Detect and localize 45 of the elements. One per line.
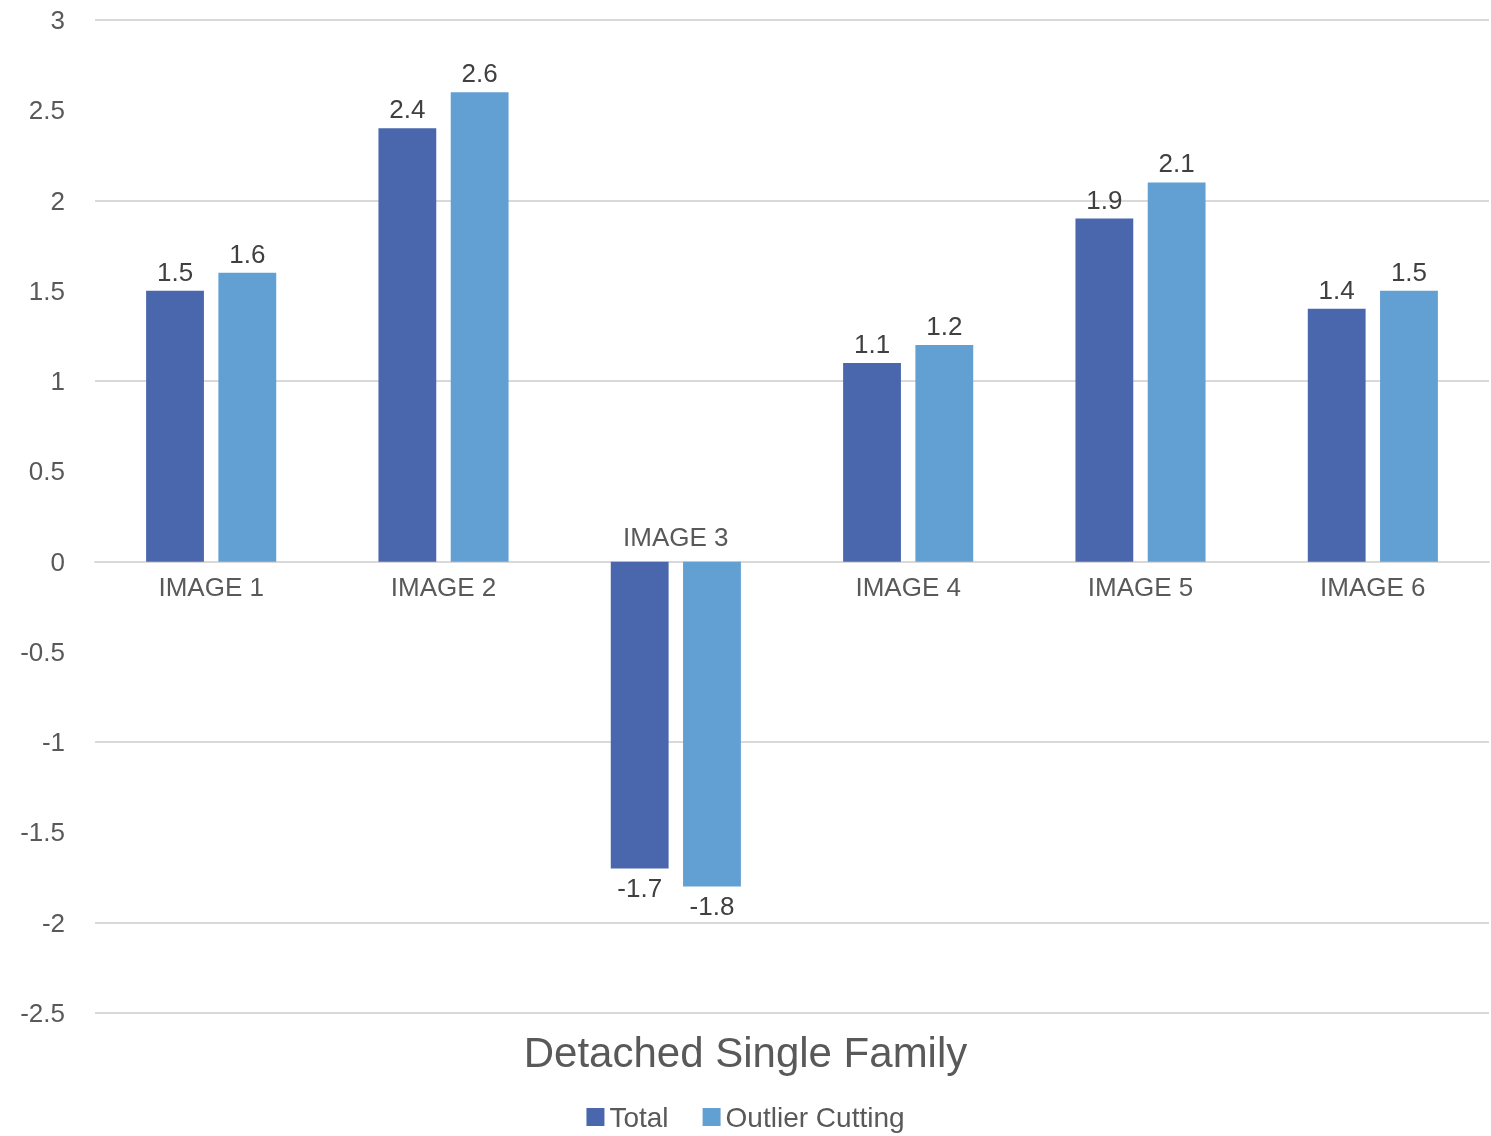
data-label: -1.7: [617, 872, 663, 903]
y-tick-label: -1.5: [20, 817, 65, 848]
data-label: 1.5: [156, 256, 194, 287]
bar: [450, 92, 509, 562]
bar: [378, 128, 437, 562]
data-label: -1.8: [689, 890, 735, 921]
bar: [843, 363, 901, 562]
y-tick-label: -0.5: [20, 636, 65, 667]
x-tick-label: IMAGE 6: [1320, 571, 1426, 602]
x-tick-label: IMAGE 4: [855, 571, 961, 602]
y-tick-label: 0: [50, 546, 65, 577]
y-tick-label: 3: [50, 5, 65, 35]
legend-label: Total: [609, 1101, 669, 1133]
y-tick-label: -1: [41, 727, 65, 758]
data-label: 2.6: [461, 58, 498, 89]
bar: [218, 272, 277, 562]
bar: [1147, 182, 1206, 562]
data-label: 2.4: [389, 94, 426, 125]
text: Detached Single Family: [523, 1028, 968, 1076]
legend-label: Outlier Cutting: [725, 1101, 905, 1133]
data-label: 1.5: [1390, 256, 1428, 287]
x-tick-label: IMAGE 2: [390, 571, 497, 602]
y-tick-label: -2: [41, 907, 65, 938]
bar: [1380, 290, 1438, 562]
y-tick-label: -2.5: [20, 998, 65, 1028]
y-tick-label: 1: [50, 366, 65, 397]
bar: [146, 290, 204, 562]
bar: [610, 561, 669, 869]
data-label: 1.2: [926, 310, 963, 341]
y-tick-label: 0.5: [28, 456, 65, 487]
data-label: 1.9: [1086, 184, 1123, 215]
bar: [915, 344, 974, 562]
bar: [683, 561, 741, 887]
x-tick-label: IMAGE 1: [158, 571, 264, 602]
y-tick-label: 2.5: [28, 95, 65, 126]
data-label: 2.1: [1158, 148, 1195, 179]
bar: [1075, 218, 1134, 562]
bar: [1307, 308, 1366, 562]
data-label: 1.4: [1318, 274, 1355, 305]
x-tick-label: IMAGE 5: [1087, 571, 1194, 602]
y-tick-label: 1.5: [28, 275, 65, 306]
data-label: 1.1: [853, 329, 891, 360]
y-tick-label: 2: [50, 185, 65, 216]
data-label: 1.6: [229, 238, 266, 269]
x-tick-label: IMAGE 3: [623, 521, 729, 552]
